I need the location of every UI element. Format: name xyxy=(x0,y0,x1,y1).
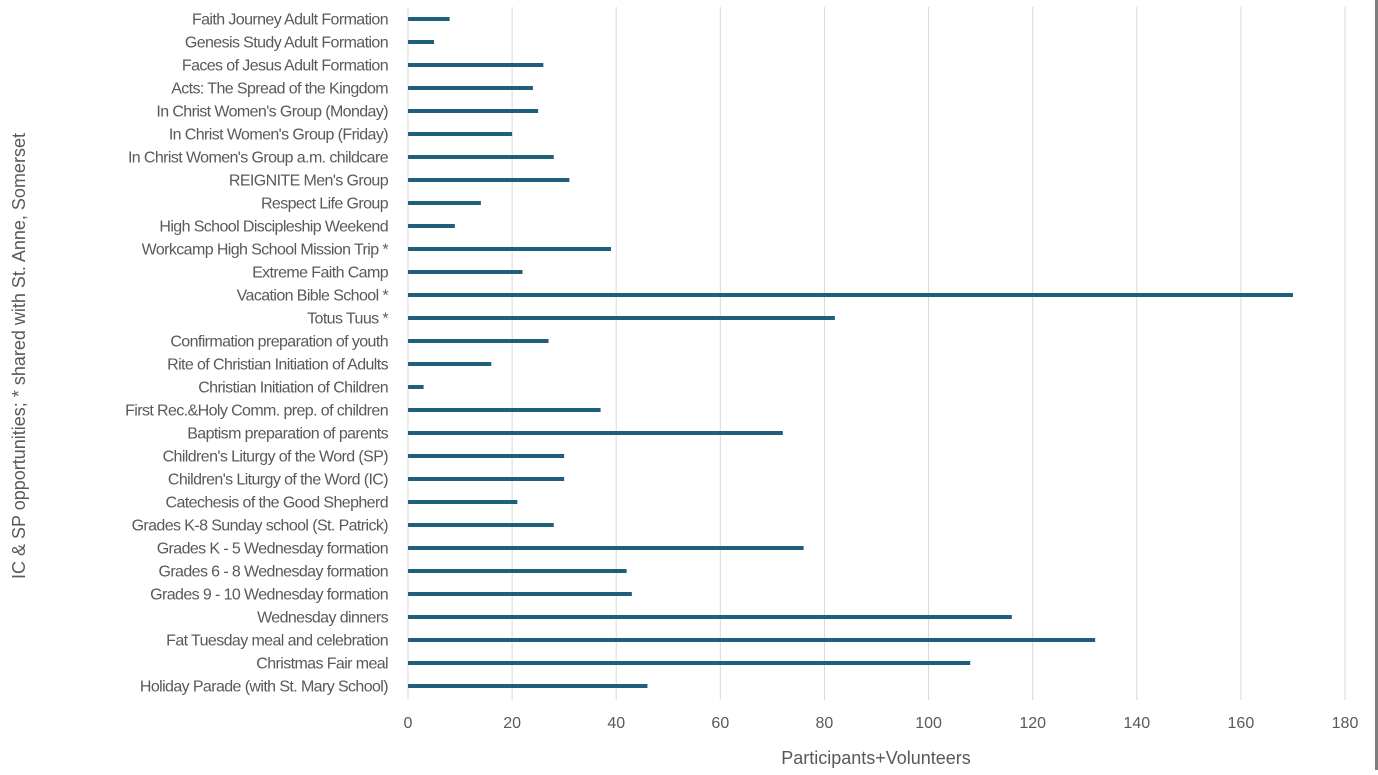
x-tick-label: 80 xyxy=(816,715,834,732)
category-label: REIGNITE Men's Group xyxy=(229,173,389,190)
bar xyxy=(408,63,543,67)
bar xyxy=(408,385,424,389)
bar xyxy=(408,615,1012,619)
category-label: Vacation Bible School * xyxy=(237,288,389,305)
bar xyxy=(408,454,564,458)
category-labels: Faith Journey Adult Formation Genesis Stu… xyxy=(125,12,389,696)
category-label: Faces of Jesus Adult Formation xyxy=(182,58,388,75)
category-label: Fat Tuesday meal and celebration xyxy=(166,633,388,650)
x-tick-label: 180 xyxy=(1332,715,1359,732)
bar xyxy=(408,661,970,665)
x-tick-label: 40 xyxy=(607,715,625,732)
bar xyxy=(408,293,1293,297)
category-label: High School Discipleship Weekend xyxy=(159,219,388,236)
category-label: Children's Liturgy of the Word (SP) xyxy=(163,449,389,466)
bar xyxy=(408,132,512,136)
bar xyxy=(408,477,564,481)
bar xyxy=(408,569,627,573)
bar xyxy=(408,201,481,205)
x-tick-label: 20 xyxy=(503,715,521,732)
category-label: Grades 6 - 8 Wednesday formation xyxy=(158,564,388,581)
x-tick-label: 140 xyxy=(1123,715,1150,732)
bar xyxy=(408,109,538,113)
x-tick-label: 0 xyxy=(404,715,413,732)
category-label: Children's Liturgy of the Word (IC) xyxy=(168,472,388,489)
category-label: Grades 9 - 10 Wednesday formation xyxy=(150,587,388,604)
bar xyxy=(408,17,450,21)
bar xyxy=(408,224,455,228)
category-label: Christian Initiation of Children xyxy=(198,380,388,397)
category-label: Genesis Study Adult Formation xyxy=(185,35,388,52)
bar xyxy=(408,431,783,435)
bar xyxy=(408,270,523,274)
bar xyxy=(408,546,804,550)
category-label: Extreme Faith Camp xyxy=(252,265,389,282)
bar xyxy=(408,86,533,90)
category-label: Respect Life Group xyxy=(261,196,389,213)
category-label: Wednesday dinners xyxy=(257,610,389,627)
bar xyxy=(408,684,647,688)
bar xyxy=(408,638,1095,642)
category-label: Confirmation preparation of youth xyxy=(170,334,388,351)
category-label: In Christ Women's Group (Friday) xyxy=(169,127,388,144)
y-axis-title: IC & SP opportunities; * shared with St.… xyxy=(9,133,29,579)
category-label: First Rec.&Holy Comm. prep. of children xyxy=(125,403,388,420)
category-label: Grades K - 5 Wednesday formation xyxy=(157,541,388,558)
category-label: Grades K-8 Sunday school (St. Patrick) xyxy=(132,518,389,535)
category-label: Catechesis of the Good Shepherd xyxy=(166,495,388,512)
x-tick-label: 100 xyxy=(915,715,942,732)
category-label: Totus Tuus * xyxy=(307,311,388,328)
category-label: Workcamp High School Mission Trip * xyxy=(142,242,389,259)
bar xyxy=(408,500,517,504)
bar xyxy=(408,523,554,527)
bar xyxy=(408,178,569,182)
x-tick-labels: 0 20 40 60 80 100 120 140 160 180 xyxy=(404,715,1359,732)
bar xyxy=(408,316,835,320)
category-label: Faith Journey Adult Formation xyxy=(192,12,388,29)
category-label: In Christ Women's Group a.m. childcare xyxy=(128,150,389,167)
x-tick-label: 160 xyxy=(1228,715,1255,732)
category-label: Baptism preparation of parents xyxy=(187,426,388,443)
bars xyxy=(408,17,1293,688)
bar xyxy=(408,247,611,251)
category-label: Holiday Parade (with St. Mary School) xyxy=(140,679,388,696)
x-axis-title: Participants+Volunteers xyxy=(781,748,971,768)
bar xyxy=(408,592,632,596)
category-label: Acts: The Spread of the Kingdom xyxy=(171,81,388,98)
bar xyxy=(408,408,601,412)
gridlines xyxy=(408,7,1345,700)
bar xyxy=(408,40,434,44)
category-label: Rite of Christian Initiation of Adults xyxy=(167,357,388,374)
category-label: In Christ Women's Group (Monday) xyxy=(156,104,388,121)
bar xyxy=(408,362,491,366)
bar xyxy=(408,155,554,159)
x-tick-label: 120 xyxy=(1019,715,1046,732)
x-tick-label: 60 xyxy=(711,715,729,732)
bar xyxy=(408,339,549,343)
category-label: Christmas Fair meal xyxy=(256,656,388,673)
